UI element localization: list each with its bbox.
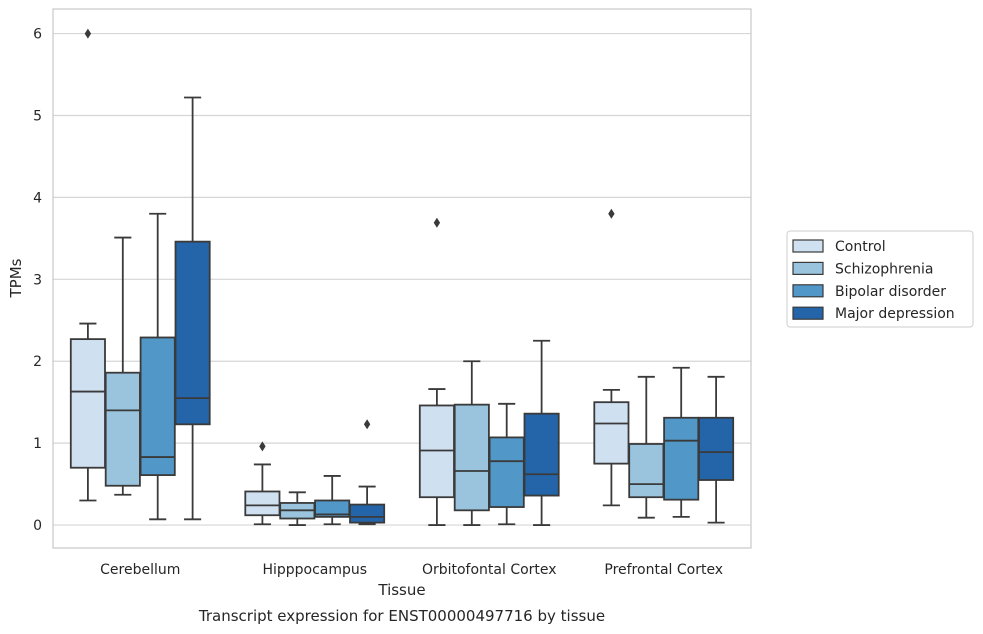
- box-body: [663, 416, 700, 501]
- y-tick-label-3: 3: [33, 272, 42, 288]
- outlier-0: [363, 419, 371, 430]
- box-1-1: [279, 491, 316, 526]
- box-body: [349, 503, 386, 524]
- y-tick-label-1: 1: [33, 436, 42, 452]
- box-body: [174, 240, 211, 426]
- box-3-0: [593, 208, 630, 507]
- box-body: [453, 403, 490, 512]
- outlier-0: [84, 28, 92, 39]
- y-tick-label-0: 0: [33, 518, 42, 534]
- box-body: [69, 338, 106, 469]
- box-2-3: [523, 339, 560, 526]
- box-1-3: [349, 419, 386, 526]
- box-3-1: [628, 375, 665, 519]
- x-tick-label-1: Hipppocampus: [262, 562, 367, 578]
- outlier-0: [259, 441, 266, 452]
- box-3-3: [698, 375, 735, 524]
- box-body: [244, 490, 281, 517]
- x-tick-label-0: Cerebellum: [100, 562, 180, 578]
- legend-swatch-1: [792, 261, 824, 275]
- box-body: [698, 416, 735, 481]
- box-2-0: [418, 217, 455, 526]
- box-1-2: [314, 475, 351, 526]
- box-2-2: [488, 402, 525, 526]
- box-2-1: [453, 360, 490, 526]
- legend-label-0: Control: [835, 239, 886, 255]
- outlier-0: [608, 208, 615, 219]
- box-body: [628, 443, 665, 499]
- y-tick-label-6: 6: [33, 27, 42, 43]
- x-axis-label: Tissue: [377, 581, 425, 599]
- y-tick-label-4: 4: [33, 190, 42, 206]
- box-0-0: [69, 28, 106, 502]
- x-tick-labels: Cerebellum Hipppocampus Orbitofontal Corte…: [100, 562, 723, 578]
- y-tick-label-2: 2: [33, 354, 42, 370]
- y-axis-label: TPMs: [7, 258, 25, 298]
- box-0-2: [139, 212, 176, 521]
- box-series: [69, 28, 735, 526]
- legend-swatch-3: [792, 306, 824, 320]
- box-0-1: [104, 236, 141, 496]
- legend-frame: [786, 230, 974, 328]
- legend-label-1: Schizophrenia: [835, 261, 933, 277]
- box-body: [593, 401, 630, 465]
- outlier-0: [433, 217, 441, 228]
- plot-area: [52, 8, 752, 549]
- box-1-0: [244, 441, 281, 526]
- y-tick-label-5: 5: [33, 108, 42, 124]
- box-body: [488, 436, 525, 508]
- x-tick-label-3: Prefrontal Cortex: [604, 562, 723, 578]
- legend-swatch-2: [792, 284, 824, 298]
- y-tick-labels: 0 1 2 3 4 5 6: [33, 27, 42, 534]
- legend-label-3: Major depression: [835, 306, 955, 322]
- legend-label-2: Bipolar disorder: [835, 284, 946, 300]
- x-tick-label-2: Orbitofontal Cortex: [422, 562, 557, 578]
- legend-swatch-0: [792, 239, 824, 253]
- chart-caption: Transcript expression for ENST0000049771…: [198, 607, 605, 625]
- box-body: [523, 412, 560, 497]
- box-3-2: [663, 366, 700, 518]
- box-0-3: [174, 96, 211, 521]
- box-body: [104, 371, 141, 487]
- legend: Control Schizophrenia Bipolar disorder Majo…: [786, 230, 974, 328]
- box-body: [139, 336, 176, 476]
